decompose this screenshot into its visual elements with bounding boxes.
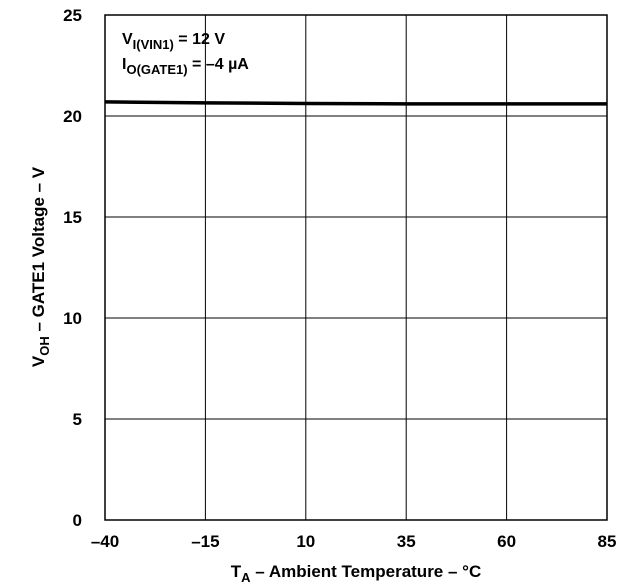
x-tick-label: 60 <box>497 532 516 551</box>
x-tick-label: 35 <box>397 532 416 551</box>
series-layer <box>104 100 607 106</box>
series-line <box>104 100 607 106</box>
y-tick-label: 15 <box>63 208 82 227</box>
y-axis-label: VOH – GATE1 Voltage – V <box>29 166 52 367</box>
x-tick-label: 10 <box>296 532 315 551</box>
y-tick-label: 25 <box>63 6 82 25</box>
tick-labels: –40 –15 10 35 60 85 0 5 10 15 20 25 <box>63 6 616 551</box>
x-axis-label: TA – Ambient Temperature – °C <box>231 562 481 585</box>
x-tick-label: 85 <box>598 532 617 551</box>
x-tick-label: –40 <box>91 532 119 551</box>
annotation-supply-voltage: VI(VIN1) = 12 V <box>122 31 225 52</box>
grid-lines <box>105 15 607 520</box>
annotation-output-current: IO(GATE1) = –4 µA <box>122 56 249 77</box>
plot-frame <box>104 14 608 521</box>
y-tick-label: 10 <box>63 309 82 328</box>
y-tick-label: 0 <box>73 511 82 530</box>
y-tick-label: 5 <box>73 410 82 429</box>
x-tick-label: –15 <box>191 532 219 551</box>
y-tick-label: 20 <box>63 107 82 126</box>
